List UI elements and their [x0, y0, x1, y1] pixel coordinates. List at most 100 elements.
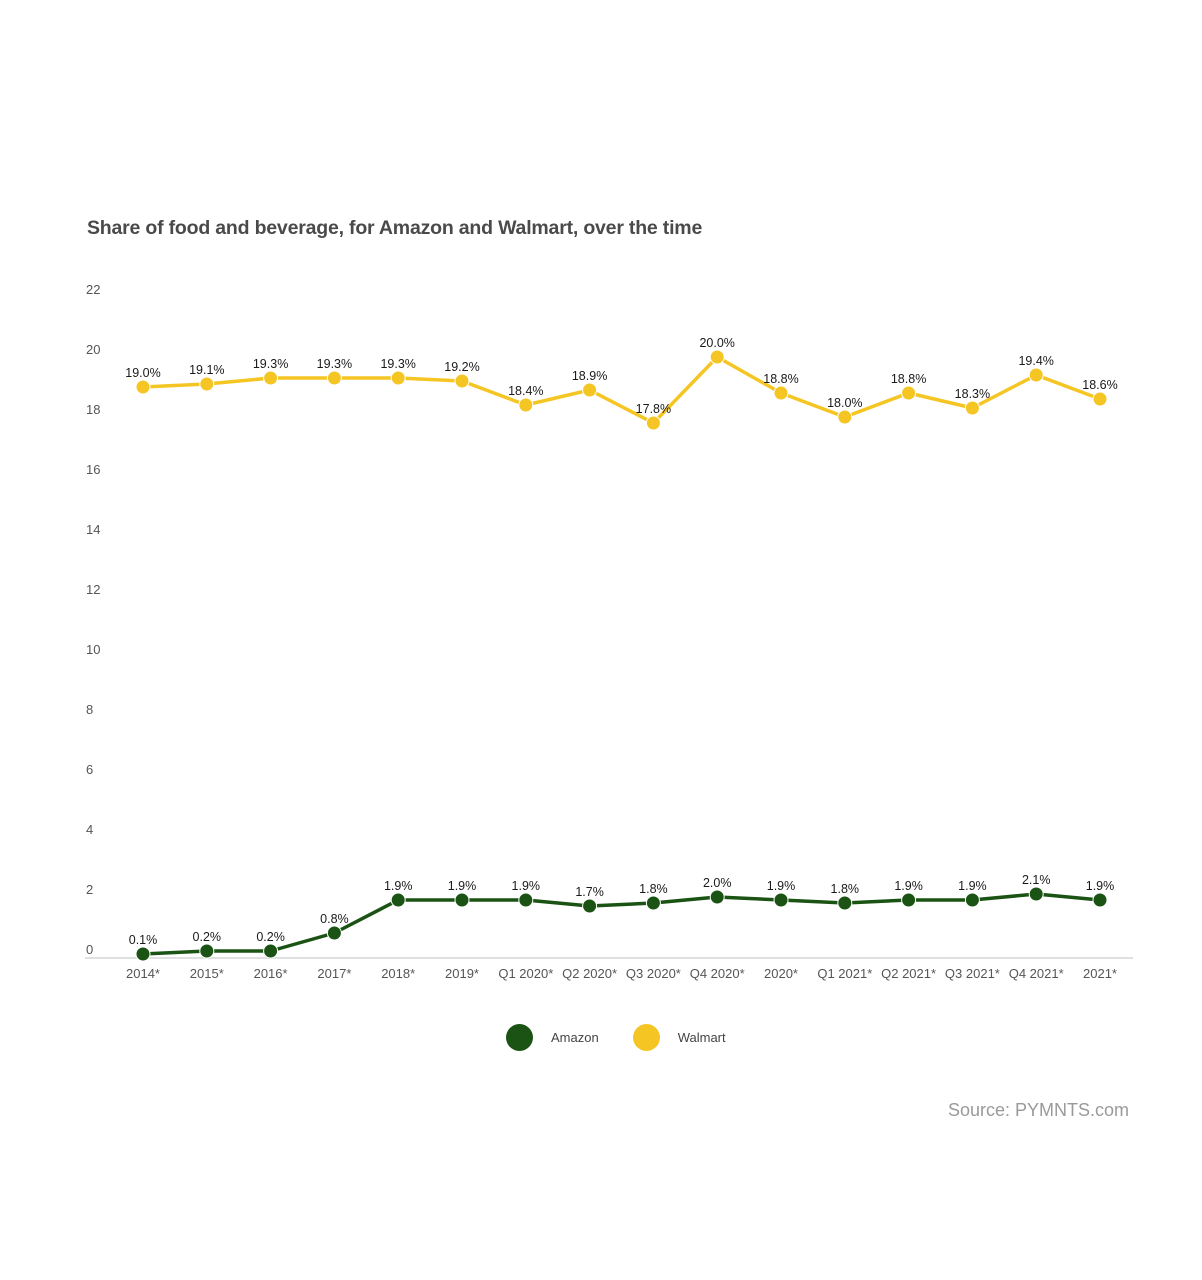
x-tick-label: Q3 2021* [945, 966, 1000, 981]
data-label: 19.4% [1018, 354, 1053, 368]
data-label: 1.8% [831, 882, 860, 896]
data-label: 18.0% [827, 396, 862, 410]
data-point[interactable] [1028, 886, 1044, 902]
y-tick-label: 4 [86, 822, 93, 837]
legend-item-walmart[interactable]: Walmart [632, 1024, 726, 1051]
y-tick-label: 0 [86, 942, 93, 957]
data-point[interactable] [964, 400, 980, 416]
data-point[interactable] [709, 889, 725, 905]
data-point[interactable] [454, 373, 470, 389]
x-tick-label: 2018* [381, 966, 415, 981]
series-line-walmart [142, 355, 1101, 425]
data-label: 1.9% [958, 879, 987, 893]
data-point[interactable] [773, 892, 789, 908]
data-label: 18.6% [1082, 378, 1117, 392]
data-label: 2.1% [1022, 873, 1051, 887]
legend-label-amazon: Amazon [551, 1030, 599, 1045]
data-label: 1.9% [1086, 879, 1115, 893]
y-tick-label: 6 [86, 762, 93, 777]
x-tick-label: 2021* [1083, 966, 1117, 981]
y-tick-label: 10 [86, 642, 100, 657]
data-label: 17.8% [636, 402, 671, 416]
x-tick-label: Q1 2020* [498, 966, 553, 981]
data-point[interactable] [964, 892, 980, 908]
x-tick-label: Q4 2021* [1009, 966, 1064, 981]
data-point[interactable] [582, 898, 598, 914]
x-tick-label: Q1 2021* [817, 966, 872, 981]
x-axis: 2014* 2015* 2016* 2017* 2018* 2019* Q1 2020* Q2… [126, 966, 1117, 981]
y-tick-label: 2 [86, 882, 93, 897]
data-point[interactable] [1092, 892, 1108, 908]
data-label: 0.2% [256, 930, 285, 944]
data-point[interactable] [199, 376, 215, 392]
data-point[interactable] [837, 409, 853, 425]
y-tick-label: 18 [86, 402, 100, 417]
data-point[interactable] [518, 397, 534, 413]
data-point[interactable] [135, 946, 151, 962]
data-label: 1.9% [512, 879, 541, 893]
data-point[interactable] [645, 895, 661, 911]
data-label: 18.8% [763, 372, 798, 386]
data-label: 1.9% [448, 879, 477, 893]
data-point[interactable] [582, 382, 598, 398]
y-tick-label: 20 [86, 342, 100, 357]
x-tick-label: 2020* [764, 966, 798, 981]
data-point[interactable] [326, 925, 342, 941]
x-tick-label: 2015* [190, 966, 224, 981]
y-tick-label: 14 [86, 522, 100, 537]
series-amazon: 0.1% 0.2% 0.2% 0.8% 1.9% 1.9% 1.9% 1.7% 1.8% 2.0%… [129, 873, 1115, 962]
data-point[interactable] [1028, 367, 1044, 383]
data-point[interactable] [454, 892, 470, 908]
data-point[interactable] [645, 415, 661, 431]
line-chart: 0 2 4 6 8 10 12 14 16 18 20 22 2014* 2015* 2016* 2017*… [85, 282, 1133, 981]
series-group: 0.1% 0.2% 0.2% 0.8% 1.9% 1.9% 1.9% 1.7% 1.8% 2.0%… [125, 336, 1118, 962]
x-tick-label: 2017* [317, 966, 351, 981]
data-point[interactable] [326, 370, 342, 386]
data-label: 18.8% [891, 372, 926, 386]
x-tick-label: 2014* [126, 966, 160, 981]
y-tick-label: 12 [86, 582, 100, 597]
data-point[interactable] [263, 943, 279, 959]
data-label: 19.0% [125, 366, 160, 380]
data-point[interactable] [390, 892, 406, 908]
data-point[interactable] [518, 892, 534, 908]
x-tick-label: 2019* [445, 966, 479, 981]
data-label: 1.9% [384, 879, 413, 893]
legend-swatch-amazon [506, 1024, 533, 1051]
data-label: 0.8% [320, 912, 349, 926]
data-point[interactable] [901, 892, 917, 908]
data-label: 1.8% [639, 882, 668, 896]
x-tick-label: Q3 2020* [626, 966, 681, 981]
y-axis: 0 2 4 6 8 10 12 14 16 18 20 22 [86, 282, 100, 957]
data-label: 0.2% [193, 930, 222, 944]
data-label: 18.3% [955, 387, 990, 401]
y-tick-label: 16 [86, 462, 100, 477]
data-label: 2.0% [703, 876, 732, 890]
chart-title: Share of food and beverage, for Amazon a… [87, 217, 703, 239]
data-label: 19.2% [444, 360, 479, 374]
data-label: 1.9% [894, 879, 923, 893]
legend: Amazon Walmart [506, 1024, 742, 1051]
data-point[interactable] [709, 349, 725, 365]
legend-label-walmart: Walmart [677, 1030, 726, 1045]
data-label: 18.9% [572, 369, 607, 383]
source-note: Source: PYMNTS.com [947, 1100, 1129, 1120]
data-label: 19.3% [253, 357, 288, 371]
data-label: 1.7% [575, 885, 604, 899]
data-point[interactable] [263, 370, 279, 386]
x-tick-label: Q2 2021* [881, 966, 936, 981]
data-point[interactable] [199, 943, 215, 959]
data-label: 19.3% [317, 357, 352, 371]
data-point[interactable] [390, 370, 406, 386]
legend-item-amazon[interactable]: Amazon [506, 1024, 617, 1051]
data-point[interactable] [773, 385, 789, 401]
data-point[interactable] [1092, 391, 1108, 407]
data-point[interactable] [135, 379, 151, 395]
x-tick-label: Q4 2020* [690, 966, 745, 981]
data-point[interactable] [901, 385, 917, 401]
series-walmart: 19.0% 19.1% 19.3% 19.3% 19.3% 19.2% 18.4% 18.9%… [125, 336, 1118, 431]
data-label: 20.0% [699, 336, 734, 350]
x-tick-label: Q2 2020* [562, 966, 617, 981]
data-point[interactable] [837, 895, 853, 911]
x-tick-label: 2016* [254, 966, 288, 981]
